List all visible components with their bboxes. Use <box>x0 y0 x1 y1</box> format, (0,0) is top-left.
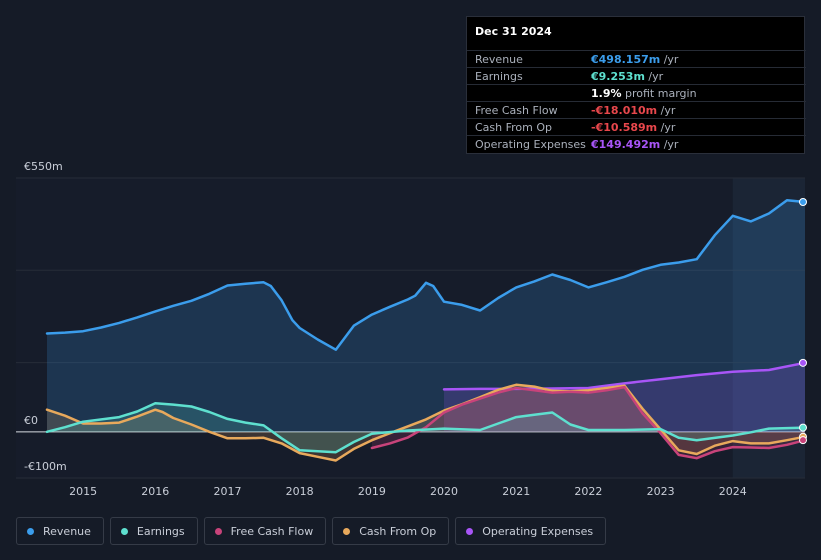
legend-dot-icon <box>466 527 474 535</box>
tooltip-row-value: €149.492m /yr <box>591 138 679 151</box>
legend-label: Revenue <box>43 524 91 538</box>
plot-background <box>16 178 805 478</box>
legend-item-earnings[interactable]: Earnings <box>109 517 198 545</box>
legend-label: Free Cash Flow <box>230 524 314 538</box>
tooltip-row-value: -€10.589m /yr <box>591 121 676 134</box>
y-tick-label: €550m <box>24 160 63 173</box>
tooltip-row-label: Free Cash Flow <box>475 104 558 117</box>
x-tick-label: 2018 <box>286 485 314 498</box>
y-tick-label: €0 <box>24 414 38 427</box>
tooltip-row-label: Earnings <box>475 70 523 83</box>
legend-label: Earnings <box>136 524 185 538</box>
legend: Revenue Earnings Free Cash Flow Cash From O… <box>16 517 607 545</box>
tooltip-row: Revenue €498.157m /yr <box>467 50 806 68</box>
x-tick-label: 2022 <box>574 485 602 498</box>
tooltip-row: Cash From Op -€10.589m /yr <box>467 118 806 136</box>
x-tick-label: 2020 <box>430 485 458 498</box>
tooltip-date: Dec 31 2024 <box>475 25 552 38</box>
area-revenue <box>47 200 805 432</box>
legend-dot-icon <box>343 527 351 535</box>
tooltip-row-value: -€18.010m /yr <box>591 104 676 117</box>
x-tick-label: 2019 <box>358 485 386 498</box>
tooltip-row: 1.9% profit margin <box>467 84 806 102</box>
line-earnings <box>45 401 807 454</box>
tooltip-row: Free Cash Flow -€18.010m /yr <box>467 101 806 119</box>
endpoint-operating-expenses <box>799 358 807 367</box>
area-cash-from-op <box>47 384 805 461</box>
tooltip-row-value: €498.157m /yr <box>591 53 679 66</box>
series-endpoints <box>799 198 807 445</box>
line-free-cash-flow <box>370 385 807 460</box>
x-tick-label: 2015 <box>69 485 97 498</box>
y-tick-label: -€100m <box>24 460 67 473</box>
gridlines <box>16 177 805 479</box>
legend-dot-icon <box>120 527 128 535</box>
tooltip-row: Operating Expenses €149.492m /yr <box>467 135 806 153</box>
legend-label: Operating Expenses <box>482 524 594 538</box>
endpoint-revenue <box>799 198 807 206</box>
tooltip-row-label: Cash From Op <box>475 121 553 134</box>
legend-dot-icon <box>27 527 34 535</box>
legend-item-free-cash-flow[interactable]: Free Cash Flow <box>203 517 327 545</box>
endpoint-free-cash-flow <box>799 436 807 445</box>
tooltip-row: Earnings €9.253m /yr <box>467 67 806 85</box>
legend-item-operating-expenses[interactable]: Operating Expenses <box>455 517 607 545</box>
x-tick-label: 2021 <box>502 485 530 498</box>
legend-item-revenue[interactable]: Revenue <box>16 517 104 545</box>
x-tick-label: 2017 <box>213 485 241 498</box>
tooltip-row-label: Revenue <box>475 53 523 66</box>
x-tick-label: 2024 <box>719 485 747 498</box>
x-axis-labels: 2015 2016 2017 2018 2019 2020 2021 2022 2023 2024 <box>69 485 747 498</box>
x-tick-label: 2016 <box>141 485 169 498</box>
series-lines <box>45 198 807 462</box>
legend-dot-icon <box>214 527 222 535</box>
x-tick-label: 2023 <box>647 485 675 498</box>
y-axis-labels: €550m €0 -€100m <box>24 160 67 473</box>
legend-item-cash-from-op[interactable]: Cash From Op <box>332 517 450 545</box>
legend-label: Cash From Op <box>359 524 437 538</box>
data-tooltip: Dec 31 2024 Revenue €498.157m /yr Earnings… <box>466 16 806 154</box>
tooltip-row-label: Operating Expenses <box>475 138 586 151</box>
tooltip-row-value: 1.9% profit margin <box>591 87 697 100</box>
line-revenue <box>45 198 807 351</box>
line-cash-from-op <box>45 383 807 462</box>
endpoint-earnings <box>799 423 807 432</box>
tooltip-row-value: €9.253m /yr <box>591 70 664 83</box>
